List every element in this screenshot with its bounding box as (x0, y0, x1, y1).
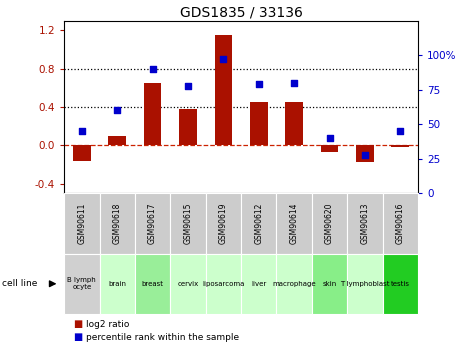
Bar (276, 254, 312, 314)
Bar (250, 102, 267, 145)
Point (78, 128, 86, 134)
Bar (321, 145, 338, 152)
Bar (241, 193, 276, 254)
Text: ■: ■ (74, 319, 83, 329)
Bar (347, 254, 383, 314)
Text: GSM90616: GSM90616 (396, 203, 405, 244)
Bar (285, 102, 303, 145)
Text: GSM90614: GSM90614 (290, 203, 299, 244)
Point (184, 83, 192, 88)
Point (397, 128, 404, 134)
Bar (276, 193, 312, 254)
Text: GSM90615: GSM90615 (183, 203, 192, 244)
Point (219, 57, 227, 62)
Bar (171, 193, 206, 254)
Text: GSM90618: GSM90618 (113, 203, 122, 244)
Text: GSM90612: GSM90612 (254, 203, 263, 244)
Bar (206, 254, 241, 314)
Text: ■: ■ (74, 332, 83, 342)
Text: T lymphoblast: T lymphoblast (340, 281, 389, 287)
Point (149, 66, 156, 72)
Point (326, 135, 333, 141)
Bar (241, 254, 276, 314)
Text: B lymph
ocyte: B lymph ocyte (67, 277, 96, 290)
Text: skin: skin (323, 281, 337, 287)
Text: breast: breast (142, 281, 163, 287)
Point (361, 152, 369, 157)
Bar (356, 145, 374, 161)
Bar (144, 83, 162, 145)
Point (290, 80, 298, 86)
Point (114, 108, 121, 113)
Bar (100, 254, 135, 314)
Title: GDS1835 / 33136: GDS1835 / 33136 (180, 6, 303, 20)
Text: percentile rank within the sample: percentile rank within the sample (86, 333, 238, 342)
Bar (135, 254, 171, 314)
Bar (312, 193, 347, 254)
Text: liver: liver (251, 281, 266, 287)
Bar (347, 193, 383, 254)
Text: cell line: cell line (2, 279, 38, 288)
Text: macrophage: macrophage (272, 281, 316, 287)
Bar (383, 254, 418, 314)
Bar (64, 254, 100, 314)
Text: GSM90620: GSM90620 (325, 203, 334, 244)
Text: testis: testis (391, 281, 410, 287)
Bar (179, 109, 197, 145)
Bar (312, 254, 347, 314)
Bar (100, 193, 135, 254)
Bar (108, 136, 126, 145)
Bar (73, 145, 91, 161)
Point (255, 81, 263, 87)
Text: GSM90613: GSM90613 (361, 203, 370, 244)
Text: log2 ratio: log2 ratio (86, 320, 129, 329)
Bar (135, 193, 171, 254)
Bar (391, 145, 409, 147)
Text: cervix: cervix (177, 281, 199, 287)
Text: GSM90617: GSM90617 (148, 203, 157, 244)
Bar (64, 193, 100, 254)
Bar (215, 35, 232, 145)
Bar (383, 193, 418, 254)
Bar (206, 193, 241, 254)
Bar (171, 254, 206, 314)
Text: brain: brain (108, 281, 126, 287)
Text: liposarcoma: liposarcoma (202, 281, 245, 287)
Text: GSM90611: GSM90611 (77, 203, 86, 244)
Text: GSM90619: GSM90619 (219, 203, 228, 244)
